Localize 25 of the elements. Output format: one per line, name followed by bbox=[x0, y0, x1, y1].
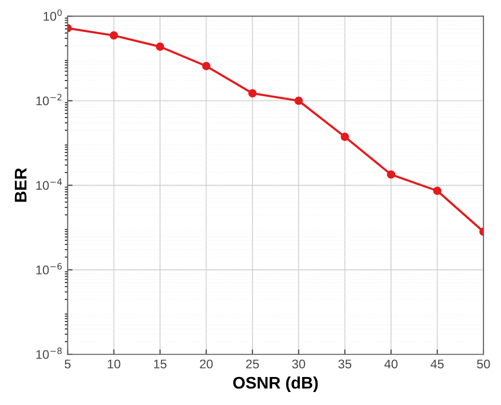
point bbox=[433, 186, 442, 195]
point bbox=[386, 170, 396, 179]
x-tick-label: 10 bbox=[108, 360, 120, 368]
y-tick-label: 10$^{−8}$ bbox=[36, 348, 62, 359]
y-tick-label: 10$^{−2}$ bbox=[36, 94, 62, 106]
point bbox=[202, 62, 210, 70]
x-tick-label: 30 bbox=[292, 360, 306, 368]
x-tick-label: 20 bbox=[200, 360, 213, 368]
x-tick-label: 15 bbox=[154, 360, 166, 368]
point bbox=[340, 132, 350, 142]
point bbox=[294, 96, 303, 105]
y-tick-label: 10$^{−4}$ bbox=[36, 178, 62, 190]
point bbox=[248, 89, 257, 98]
y-axis-title: BER bbox=[14, 168, 26, 202]
x-tick-label: 35 bbox=[338, 360, 352, 368]
x-tick-label: 40 bbox=[384, 360, 398, 368]
y-tick-label: 10$^{0}$ bbox=[44, 9, 62, 21]
x-tick-label: 50 bbox=[477, 360, 490, 368]
x-tick-label: 5 bbox=[64, 360, 71, 368]
point bbox=[156, 42, 164, 51]
x-axis-title: OSNR (dB) bbox=[233, 376, 318, 392]
x-tick-label: 25 bbox=[246, 360, 259, 368]
x-tick-label: 45 bbox=[430, 360, 444, 368]
point bbox=[110, 31, 118, 40]
y-tick-label: 10$^{−6}$ bbox=[36, 262, 62, 274]
